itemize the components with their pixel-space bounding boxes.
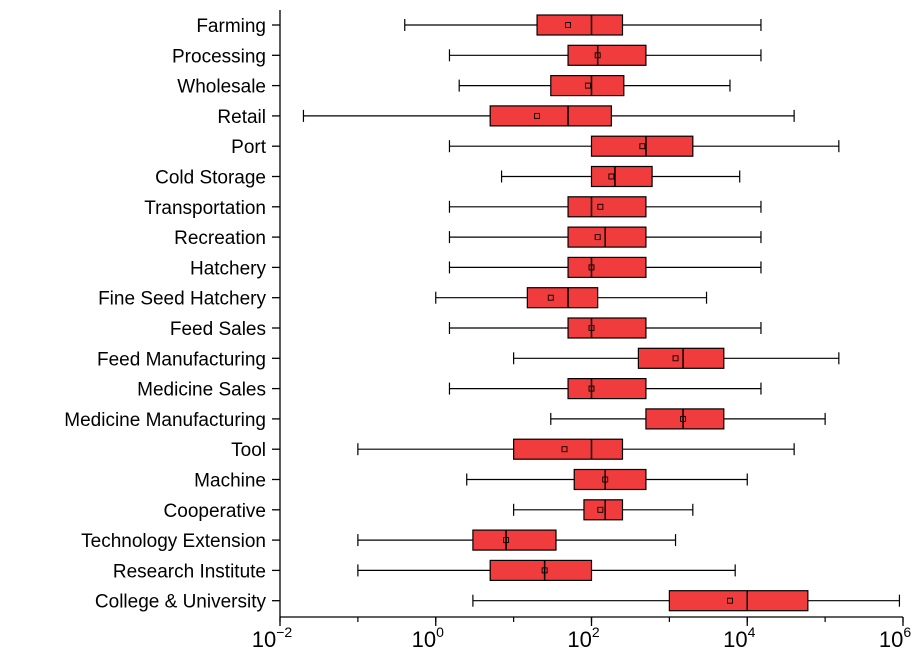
category-label: Feed Manufacturing	[97, 349, 266, 370]
box-18	[357, 559, 736, 582]
category-label: Cooperative	[164, 501, 266, 522]
mean-marker	[597, 506, 604, 513]
iqr-box	[536, 14, 624, 36]
iqr-box	[645, 408, 725, 430]
category-label: Medicine Sales	[137, 380, 266, 401]
iqr-box	[489, 559, 593, 582]
category-label: Recreation	[174, 228, 266, 249]
box-0	[404, 14, 762, 36]
plot-area	[302, 14, 901, 612]
category-label: Processing	[172, 46, 266, 67]
iqr-box	[489, 105, 612, 127]
box-11	[513, 347, 840, 369]
category-label: Medicine Manufacturing	[64, 410, 266, 431]
mean-marker	[588, 385, 595, 392]
iqr-box	[637, 347, 725, 369]
box-17	[357, 529, 677, 551]
box-5	[500, 165, 741, 188]
box-1	[448, 44, 762, 66]
box-14	[357, 438, 795, 460]
iqr-box	[567, 226, 647, 248]
iqr-box	[590, 165, 653, 188]
iqr-box	[550, 74, 625, 97]
box-12	[448, 378, 762, 400]
mean-marker	[602, 476, 609, 483]
mean-marker	[541, 567, 548, 574]
box-16	[513, 499, 694, 521]
box-8	[448, 256, 762, 278]
iqr-box	[567, 196, 647, 218]
x-tick-label: 104	[723, 624, 755, 652]
iqr-box	[573, 468, 647, 491]
mean-marker	[503, 537, 510, 544]
iqr-box	[567, 317, 647, 339]
box-13	[550, 408, 826, 430]
mean-marker	[597, 203, 604, 210]
mean-marker	[639, 143, 646, 150]
iqr-box	[590, 135, 694, 157]
x-tick-label: 102	[567, 624, 599, 652]
category-label: Port	[231, 137, 267, 158]
mean-marker	[584, 82, 591, 89]
category-label: Fine Seed Hatchery	[98, 289, 266, 310]
x-tick-label: 106	[879, 624, 911, 652]
iqr-box	[567, 256, 647, 278]
category-label: Technology Extension	[81, 531, 266, 552]
box-2	[458, 74, 731, 97]
mean-marker	[561, 446, 568, 453]
mean-marker	[594, 52, 601, 59]
category-label: Cold Storage	[155, 168, 266, 189]
iqr-box	[526, 287, 599, 309]
iqr-box	[472, 529, 557, 551]
mean-marker	[547, 294, 554, 301]
category-label: Hatchery	[190, 258, 267, 279]
mean-marker	[534, 112, 541, 119]
mean-marker	[565, 22, 572, 28]
category-label: Transportation	[144, 198, 266, 219]
box-6	[448, 196, 762, 218]
box-9	[435, 287, 708, 309]
box-10	[448, 317, 762, 339]
x-axis: 10−2 100 102 104 106	[252, 10, 911, 652]
box-19	[472, 590, 901, 612]
box-4	[448, 135, 840, 157]
category-label: Wholesale	[177, 77, 266, 98]
mean-marker	[588, 325, 595, 331]
iqr-box	[513, 438, 624, 460]
category-label: Machine	[194, 471, 266, 492]
box-15	[466, 468, 748, 491]
category-labels: Farming Processing Wholesale Retail Port Cold…	[64, 16, 280, 613]
mean-marker	[588, 264, 595, 271]
category-label: Tool	[231, 440, 266, 461]
x-tick-label: 10−2	[252, 624, 293, 652]
mean-marker	[672, 355, 679, 362]
category-label: Farming	[196, 16, 266, 37]
category-label: College & University	[95, 592, 267, 613]
box-3	[302, 105, 795, 127]
category-label: Retail	[217, 107, 266, 128]
mean-marker	[594, 234, 601, 241]
x-tick-label: 100	[412, 624, 444, 652]
mean-marker	[608, 173, 615, 180]
mean-marker	[680, 415, 687, 422]
box-7	[448, 226, 762, 248]
category-label: Research Institute	[113, 561, 266, 582]
mean-marker	[727, 597, 733, 604]
category-label: Feed Sales	[170, 319, 266, 340]
iqr-box	[567, 44, 647, 66]
iqr-box	[668, 590, 809, 612]
iqr-box	[567, 378, 647, 400]
